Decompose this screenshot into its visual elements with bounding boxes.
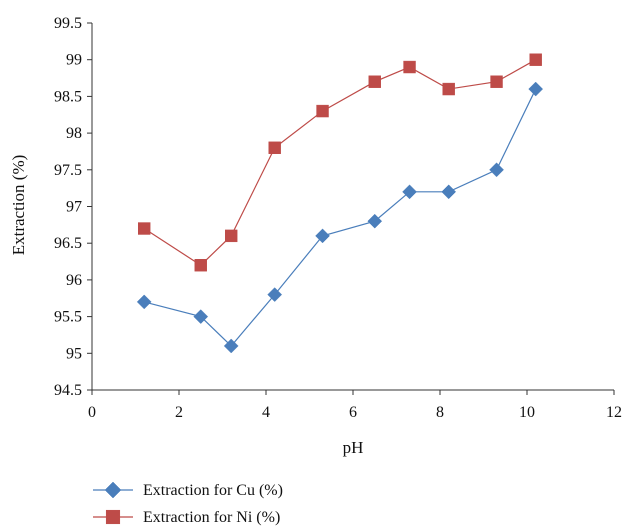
data-point-ni — [442, 82, 455, 96]
x-tick-label: 2 — [175, 404, 183, 421]
data-point-cu — [223, 338, 239, 354]
data-point-ni — [368, 75, 381, 88]
x-axis-ticks: 0 2 4 6 8 10 12 — [88, 390, 622, 421]
legend-label-cu: Extraction for Cu (%) — [143, 482, 283, 499]
data-point-ni — [403, 60, 416, 74]
data-point-cu — [489, 162, 504, 178]
data-point-cu — [402, 184, 417, 200]
y-axis-title: Extraction (%) — [9, 155, 28, 256]
data-point-ni — [225, 229, 238, 243]
x-tick-label: 8 — [436, 404, 444, 421]
x-tick-label: 12 — [606, 404, 622, 421]
series-cu — [136, 81, 544, 354]
data-point-cu — [193, 309, 209, 324]
data-point-ni — [194, 259, 207, 272]
x-axis-title: pH — [343, 438, 364, 457]
data-point-cu — [367, 213, 383, 229]
y-tick-label: 95.5 — [54, 309, 82, 326]
axes — [91, 23, 614, 391]
series-layer — [136, 53, 544, 354]
data-point-ni — [268, 141, 281, 154]
data-point-cu — [136, 294, 152, 310]
y-tick-label: 99 — [66, 52, 82, 69]
data-point-cu — [267, 287, 283, 302]
legend-marker-cu — [104, 481, 122, 499]
y-tick-label: 98.5 — [54, 88, 82, 105]
data-point-ni — [138, 222, 151, 235]
y-tick-label: 96.5 — [54, 235, 82, 252]
data-point-ni — [490, 75, 503, 88]
data-point-ni — [529, 53, 542, 66]
y-tick-label: 95 — [66, 345, 82, 362]
legend-entry-ni: Extraction for Ni (%) — [93, 509, 280, 526]
data-point-cu — [315, 228, 330, 244]
legend-label-ni: Extraction for Ni (%) — [143, 509, 280, 526]
data-point-cu — [528, 81, 544, 97]
series-ni — [138, 53, 542, 272]
legend-entry-cu: Extraction for Cu (%) — [93, 481, 283, 499]
series-line-ni — [143, 59, 536, 266]
y-tick-label: 97 — [66, 199, 82, 216]
y-tick-label: 94.5 — [54, 382, 82, 399]
x-tick-label: 0 — [88, 404, 96, 421]
y-tick-label: 96 — [66, 272, 82, 289]
data-point-ni — [316, 104, 329, 118]
legend-marker-ni — [105, 509, 121, 525]
x-tick-label: 4 — [262, 404, 270, 421]
data-point-cu — [441, 184, 457, 200]
y-axis-ticks: 94.5 95 95.5 96 96.5 97 97.5 98 98.5 99 99.5 — [54, 15, 92, 399]
y-tick-label: 97.5 — [54, 162, 82, 179]
x-tick-label: 6 — [349, 404, 357, 421]
y-tick-label: 99.5 — [54, 15, 82, 32]
x-tick-label: 10 — [519, 404, 535, 421]
series-line-cu — [144, 88, 537, 347]
y-tick-label: 98 — [66, 125, 82, 142]
legend: Extraction for Cu (%) Extraction for Ni (… — [93, 481, 283, 526]
